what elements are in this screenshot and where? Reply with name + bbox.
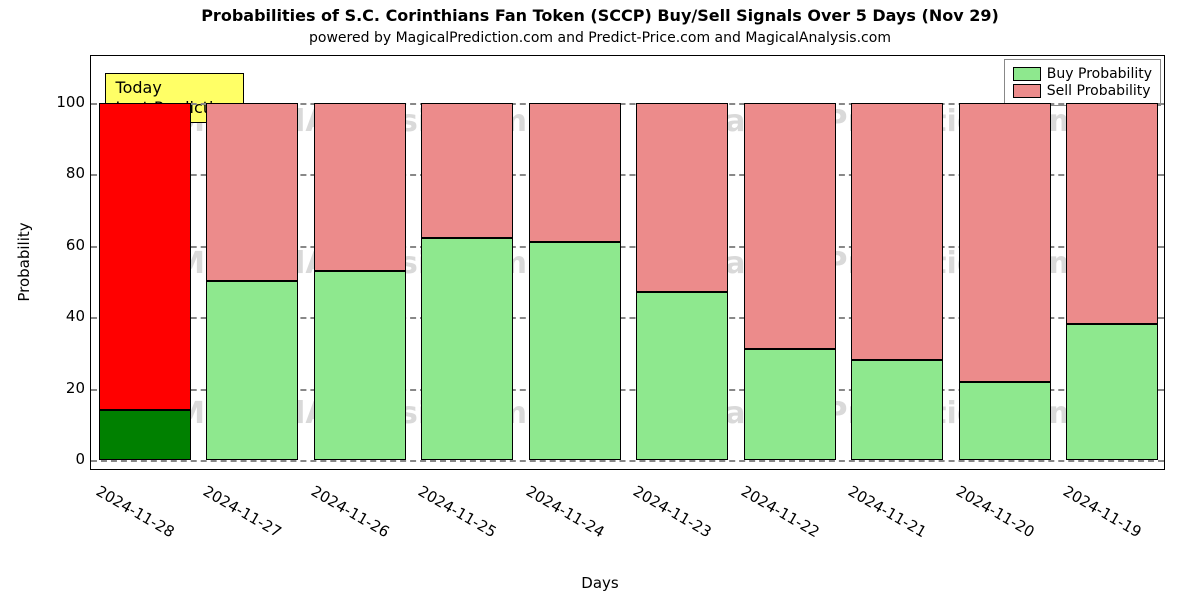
bar-group	[314, 56, 406, 469]
y-tick-label: 80	[66, 164, 85, 182]
bar-buy	[421, 238, 513, 460]
bar-group	[99, 56, 191, 469]
bar-sell	[959, 103, 1051, 382]
x-tick-label: 2024-11-28	[93, 482, 178, 541]
x-tick-label: 2024-11-23	[630, 482, 715, 541]
x-tick-label: 2024-11-21	[845, 482, 930, 541]
bar-buy	[1066, 324, 1158, 460]
y-tick-label: 40	[66, 307, 85, 325]
x-tick-label: 2024-11-27	[200, 482, 285, 541]
bar-group	[636, 56, 728, 469]
bar-buy	[314, 271, 406, 461]
bar-sell	[1066, 103, 1158, 325]
x-tick-label: 2024-11-24	[523, 482, 608, 541]
y-tick-label: 20	[66, 379, 85, 397]
bar-buy	[744, 349, 836, 460]
bar-group	[529, 56, 621, 469]
bar-buy	[851, 360, 943, 460]
bar-group	[206, 56, 298, 469]
bar-sell	[314, 103, 406, 271]
bar-group	[421, 56, 513, 469]
bar-buy	[636, 292, 728, 460]
bar-buy	[99, 410, 191, 460]
bar-sell	[421, 103, 513, 239]
y-tick-label: 0	[75, 450, 85, 468]
chart-subtitle: powered by MagicalPrediction.com and Pre…	[0, 30, 1200, 46]
bar-group	[1066, 56, 1158, 469]
chart-title: Probabilities of S.C. Corinthians Fan To…	[0, 6, 1200, 25]
y-tick-label: 60	[66, 236, 85, 254]
bar-sell	[744, 103, 836, 350]
bar-buy	[529, 242, 621, 460]
x-axis-label: Days	[0, 574, 1200, 592]
x-tick-label: 2024-11-26	[308, 482, 393, 541]
x-tick-label: 2024-11-19	[1060, 482, 1145, 541]
x-tick-label: 2024-11-25	[415, 482, 500, 541]
bar-sell	[529, 103, 621, 243]
y-axis-label: Probability	[15, 222, 33, 301]
bar-group	[959, 56, 1051, 469]
bar-sell	[636, 103, 728, 293]
x-tick-label: 2024-11-20	[953, 482, 1038, 541]
y-tick-label: 100	[56, 93, 85, 111]
bar-buy	[206, 281, 298, 460]
plot-area: MagicalAnalysis.com MagicalPrediction.co…	[90, 55, 1165, 470]
bar-sell	[206, 103, 298, 282]
bar-sell	[99, 103, 191, 411]
chart-container: Probabilities of S.C. Corinthians Fan To…	[0, 0, 1200, 600]
bar-sell	[851, 103, 943, 361]
bar-group	[744, 56, 836, 469]
x-tick-label: 2024-11-22	[738, 482, 823, 541]
bar-buy	[959, 382, 1051, 461]
bar-group	[851, 56, 943, 469]
